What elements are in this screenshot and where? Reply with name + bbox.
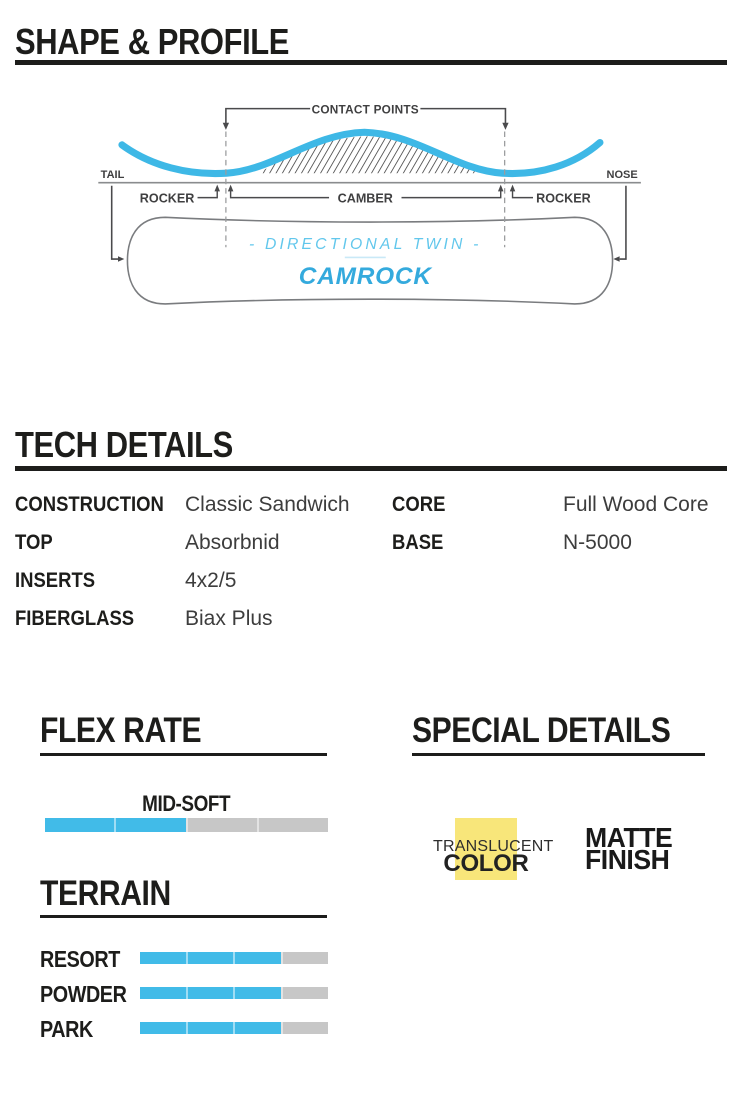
rating-bar-segment — [114, 818, 186, 832]
rating-bar-segment — [256, 818, 328, 832]
tech-details-title: TECH DETAILS — [15, 427, 268, 463]
rating-bar-segment — [185, 987, 233, 999]
spec-row: CORE Full Wood Core — [392, 494, 727, 532]
terrain-row-resort-label: RESORT — [40, 948, 133, 971]
flex-rate-title-text: FLEX RATE — [40, 711, 202, 750]
rocker-left-label: ROCKER — [140, 191, 195, 205]
spec-value: Absorbnid — [185, 531, 280, 554]
tail-dropline — [110, 185, 125, 262]
camber-label: CAMBER — [338, 191, 393, 205]
terrain-row-park-bar — [140, 1022, 328, 1034]
rating-bar-segment — [280, 952, 328, 964]
spec-label: TOP — [15, 531, 53, 554]
special-details-rule — [412, 753, 705, 756]
terrain-row-powder-label: POWDER — [40, 983, 141, 1006]
translucent-badge-line1: TRANSLUCENT — [433, 838, 554, 855]
special-details-title: SPECIAL DETAILS — [412, 713, 712, 748]
contact-points-bracket — [225, 107, 507, 126]
tech-details-title-text: TECH DETAILS — [15, 424, 233, 465]
nose-dropline — [613, 185, 627, 262]
spec-label: BASE — [392, 531, 444, 554]
contact-arrow-right — [502, 122, 509, 130]
spec-row: BASE N-5000 — [392, 532, 727, 570]
shape-profile-title-text: SHAPE & PROFILE — [15, 21, 289, 62]
matte-finish-badge: MATTE FINISH — [585, 822, 677, 875]
rating-bar-segment — [185, 818, 257, 832]
board-profile-name: CAMROCK — [299, 263, 434, 290]
spec-label: FIBERGLASS — [15, 607, 135, 630]
matte-badge-line2: FINISH — [585, 844, 670, 875]
rating-bar-segment — [280, 1022, 328, 1034]
contact-points-label: CONTACT POINTS — [312, 102, 419, 116]
rating-bar-segment — [140, 1022, 186, 1034]
spec-value: 4x2/5 — [185, 569, 237, 592]
rating-bar-segment — [140, 952, 186, 964]
spec-value: Biax Plus — [185, 607, 273, 630]
contact-arrow-left — [222, 122, 230, 130]
terrain-row-resort-bar — [140, 952, 328, 964]
spec-row: CONSTRUCTION Classic Sandwich — [15, 494, 380, 532]
rocker-right-label: ROCKER — [536, 191, 591, 205]
translucent-badge-line2: COLOR — [443, 850, 529, 877]
flex-rate-rule — [40, 753, 327, 756]
board-type-label: - DIRECTIONAL TWIN - — [249, 236, 481, 253]
spec-value: N-5000 — [563, 531, 632, 554]
spec-row: FIBERGLASS Biax Plus — [15, 608, 380, 646]
terrain-rule — [40, 915, 327, 918]
spec-value: Full Wood Core — [563, 493, 709, 516]
nose-label: NOSE — [607, 169, 638, 181]
terrain-row-park-label: PARK — [40, 1018, 101, 1041]
rating-bar-segment — [233, 1022, 281, 1034]
shape-profile-diagram: CONTACT POINTS TAIL NOSE ROCKER CAMBER R… — [98, 102, 641, 305]
terrain-title-text: TERRAIN — [40, 874, 171, 913]
terrain-title: TERRAIN — [40, 876, 192, 911]
matte-badge-line1: MATTE — [585, 822, 673, 853]
spec-label: INSERTS — [15, 569, 96, 592]
terrain-label-text: RESORT — [40, 946, 120, 972]
rocker-camber-connectors — [197, 189, 534, 199]
rating-bar-segment — [45, 818, 115, 832]
rating-bar-segment — [140, 987, 186, 999]
spec-row: INSERTS 4x2/5 — [15, 570, 380, 608]
tech-details-left-column: CONSTRUCTION Classic Sandwich TOP Absorbni… — [15, 494, 380, 646]
spec-value: Classic Sandwich — [185, 493, 350, 516]
tail-label: TAIL — [101, 169, 125, 181]
flex-rating-label-text: MID-SOFT — [142, 791, 231, 816]
rating-bar-segment — [280, 987, 328, 999]
flex-rate-title: FLEX RATE — [40, 713, 227, 748]
spec-label: CORE — [392, 493, 446, 516]
terrain-label-text: PARK — [40, 1016, 93, 1042]
rating-bar-segment — [185, 952, 233, 964]
tech-details-rule — [15, 466, 727, 471]
profile-curve — [118, 128, 604, 178]
spec-row: TOP Absorbnid — [15, 532, 380, 570]
rating-bar-segment — [233, 987, 281, 999]
shape-profile-rule — [15, 60, 727, 65]
spec-label: CONSTRUCTION — [15, 493, 164, 516]
tech-details-right-column: CORE Full Wood Core BASE N-5000 — [392, 494, 727, 570]
board-outline — [126, 216, 614, 305]
rating-bar-segment — [185, 1022, 233, 1034]
camber-hatch — [258, 136, 479, 174]
rocker-camber-arrows — [214, 184, 516, 192]
terrain-label-text: POWDER — [40, 981, 127, 1007]
terrain-row-powder-bar — [140, 987, 328, 999]
translucent-color-yellow-square — [455, 818, 517, 880]
flex-rating-label: MID-SOFT — [45, 793, 328, 815]
rating-bar-segment — [233, 952, 281, 964]
special-details-title-text: SPECIAL DETAILS — [412, 711, 671, 750]
shape-profile-title: SHAPE & PROFILE — [15, 24, 334, 60]
flex-rate-bar — [45, 818, 328, 832]
